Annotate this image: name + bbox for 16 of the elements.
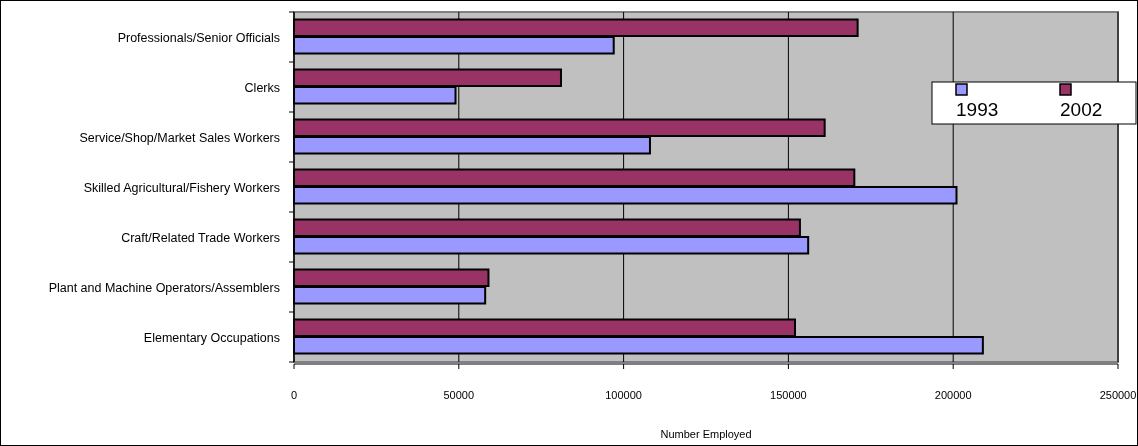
x-tick-label: 0 [290, 389, 298, 401]
y-tick-label: Elementary Occupations [143, 331, 280, 345]
x-tick-label: 200000 [934, 389, 972, 401]
x-tick-label: 150000 [770, 389, 807, 401]
y-tick-label: Service/Shop/Market Sales Workers [79, 131, 280, 145]
x-tick-label: 250000 [1099, 389, 1137, 401]
y-tick-label: Skilled Agricultural/Fishery Workers [83, 181, 280, 195]
y-tick-label: Plant and Machine Operators/Assemblers [48, 281, 280, 295]
x-tick-label: 50000 [443, 389, 475, 401]
legend-label: 2002 [1060, 99, 1103, 120]
y-tick-label: Professionals/Senior Officials [117, 31, 280, 45]
x-tick-label: 100000 [605, 389, 642, 401]
y-tick-label: Clerks [244, 81, 280, 95]
y-tick-label: Craft/Related Trade Workers [121, 231, 280, 245]
legend-label: 1993 [956, 99, 999, 120]
x-axis-title: Number Employed [660, 428, 752, 440]
